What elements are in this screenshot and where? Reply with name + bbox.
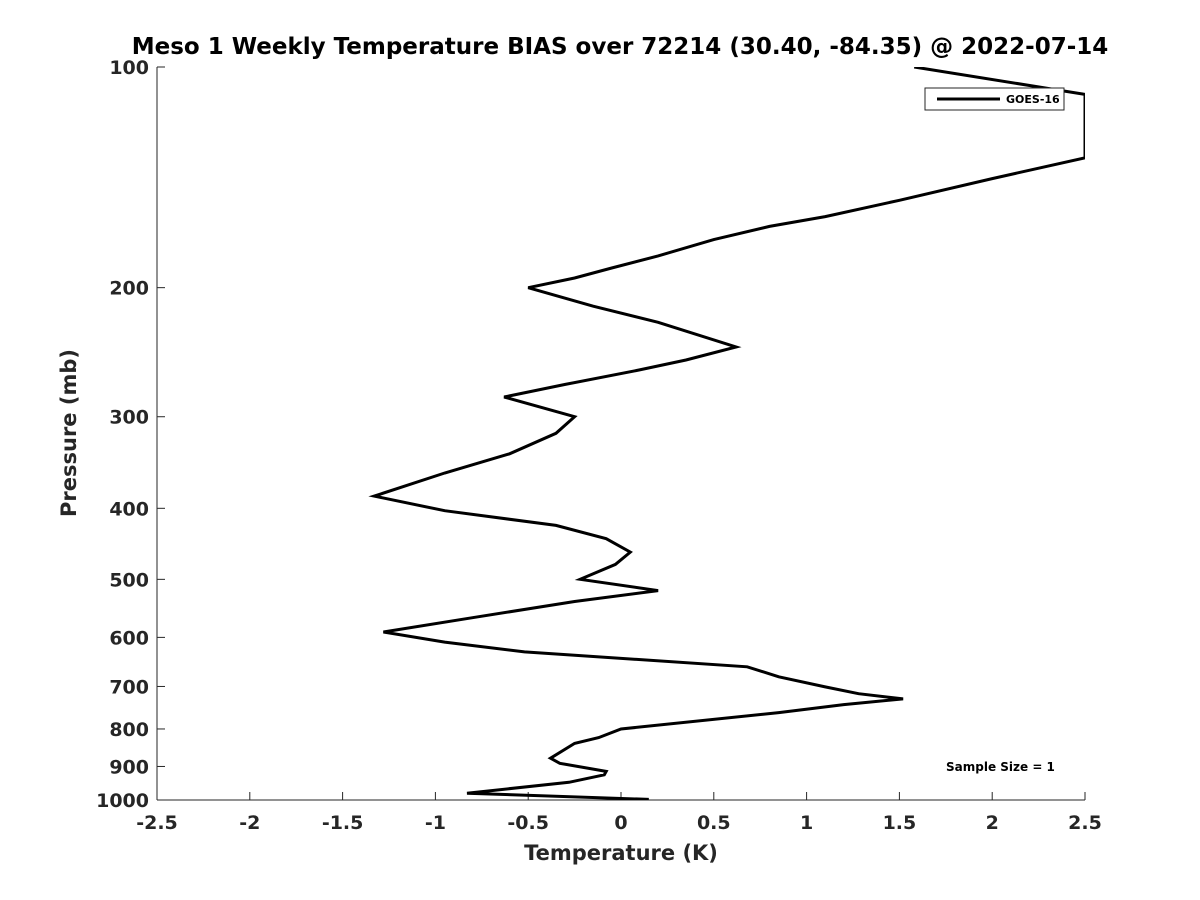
y-tick-label: 900 [109,756,149,778]
y-tick-label: 800 [109,719,149,741]
y-tick-label: 600 [109,627,149,649]
x-tick-label: 1 [800,812,813,834]
x-tick-label: 2.5 [1068,812,1102,834]
x-tick-label: -0.5 [507,812,549,834]
x-tick-label: -1.5 [322,812,364,834]
legend-label-goes-16: GOES-16 [1006,93,1060,106]
x-tick-label: 2 [986,812,999,834]
x-tick-label: 0 [614,812,627,834]
y-axis-label: Pressure (mb) [57,349,81,517]
plot-area [157,67,1085,800]
series-layer [368,67,1085,800]
x-tick-label: 1.5 [883,812,917,834]
y-axis-ticks: 100 200 300 400 500 600 700 800 900 1000 [96,57,165,812]
x-axis-ticks: -2.5 -2 -1.5 -1 -0.5 0 0.5 1 1.5 2 2.5 [136,792,1102,834]
y-tick-label: 500 [109,569,149,591]
y-tick-label: 100 [109,57,149,79]
chart-title: Meso 1 Weekly Temperature BIAS over 7221… [132,34,1109,60]
y-tick-label: 400 [109,498,149,520]
x-tick-label: -1 [425,812,446,834]
y-tick-label: 300 [109,407,149,429]
series-line-goes-16 [368,67,1085,800]
sample-size-annotation: Sample Size = 1 [946,760,1055,774]
x-tick-label: 0.5 [697,812,731,834]
x-tick-label: -2.5 [136,812,178,834]
legend: GOES-16 [924,87,1065,111]
y-tick-label: 700 [109,676,149,698]
x-tick-label: -2 [239,812,260,834]
y-tick-label: 1000 [96,790,149,812]
x-axis-label: Temperature (K) [524,841,718,865]
y-tick-label: 200 [109,278,149,300]
